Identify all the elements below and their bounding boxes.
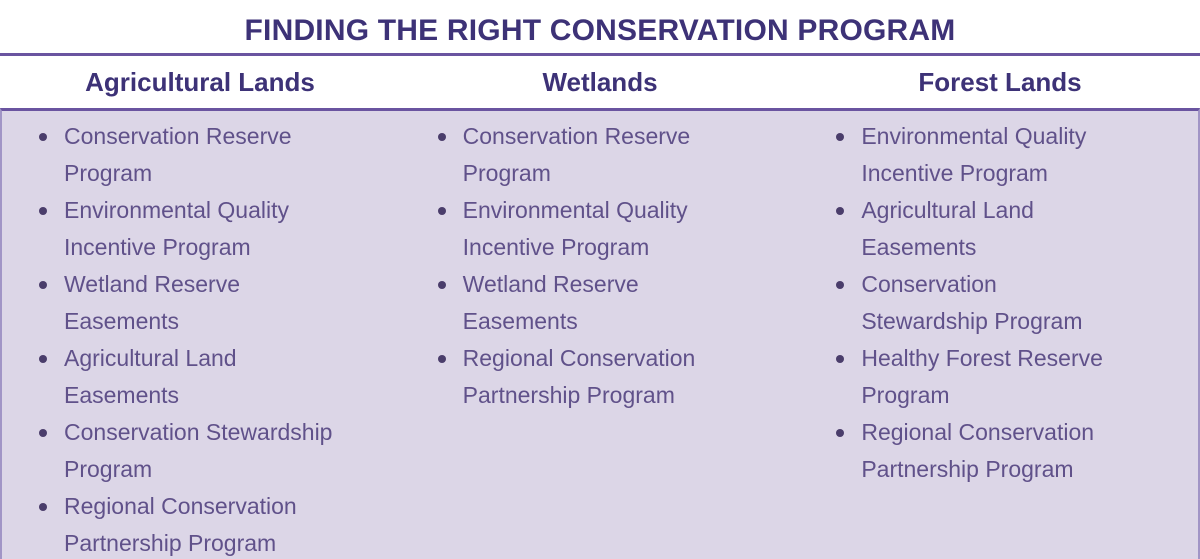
list-item: Conservation Stewardship Program [833, 266, 1190, 340]
bullet-icon [836, 207, 845, 215]
program-name: Regional Conservation Partnership Progra… [64, 493, 297, 556]
program-name: Conservation Stewardship Program [861, 271, 1083, 334]
agricultural-lands-list: Conservation Reserve Program Environmenta… [2, 118, 401, 559]
list-item: Agricultural Land Easements [833, 192, 1190, 266]
page-title: FINDING THE RIGHT CONSERVATION PROGRAM [244, 14, 956, 47]
program-name: Regional Conservation Partnership Progra… [462, 345, 696, 408]
list-item: Regional Conservation Partnership Progra… [435, 340, 792, 414]
column-header-agricultural-lands: Agricultural Lands [85, 66, 315, 97]
bullet-icon [836, 429, 845, 437]
program-name: Environmental Quality Incentive Program [64, 197, 289, 260]
bullet-icon [437, 281, 446, 289]
column-header-forest-lands: Forest Lands [918, 66, 1082, 97]
program-name: Environmental Quality Incentive Program [861, 123, 1087, 186]
program-name: Environmental Quality Incentive Program [462, 197, 688, 260]
list-item: Regional Conservation Partnership Progra… [36, 488, 393, 559]
bullet-icon [437, 133, 446, 141]
list-item: Regional Conservation Partnership Progra… [833, 414, 1190, 488]
list-item: Agricultural Land Easements [36, 340, 393, 414]
bullet-icon [39, 207, 47, 215]
program-lists: Conservation Reserve Program Environmenta… [0, 108, 1200, 559]
program-name: Regional Conservation Partnership Progra… [861, 419, 1095, 482]
program-name: Conservation Reserve Program [462, 123, 691, 186]
bullet-icon [836, 355, 845, 363]
list-item: Wetland Reserve Easements [435, 266, 792, 340]
bullet-icon [39, 355, 47, 363]
title-divider [0, 53, 1200, 56]
bullet-icon [836, 281, 845, 289]
list-item: Environmental Quality Incentive Program [36, 192, 393, 266]
column-headers: Agricultural Lands Wetlands Forest Lands [0, 56, 1200, 108]
list-item: Conservation Reserve Program [435, 118, 792, 192]
list-item: Environmental Quality Incentive Program [435, 192, 792, 266]
column-header-wetlands: Wetlands [542, 66, 658, 97]
program-name: Agricultural Land Easements [64, 345, 237, 408]
bullet-icon [437, 355, 446, 363]
program-name: Conservation Reserve Program [64, 123, 292, 186]
program-name: Conservation Stewardship Program [64, 419, 333, 482]
program-name: Healthy Forest Reserve Program [861, 345, 1103, 408]
program-name: Agricultural Land Easements [861, 197, 1034, 260]
list-item: Healthy Forest Reserve Program [833, 340, 1190, 414]
program-name: Wetland Reserve Easements [462, 271, 639, 334]
bullet-icon [39, 281, 47, 289]
list-item: Conservation Reserve Program [36, 118, 393, 192]
bullet-icon [39, 133, 47, 141]
list-item: Environmental Quality Incentive Program [833, 118, 1190, 192]
list-item: Conservation Stewardship Program [36, 414, 393, 488]
list-item: Wetland Reserve Easements [36, 266, 393, 340]
bullet-icon [836, 133, 845, 141]
bullet-icon [39, 429, 47, 437]
wetlands-list: Conservation Reserve Program Environmenta… [401, 118, 800, 559]
forest-lands-list: Environmental Quality Incentive Program A… [799, 118, 1198, 559]
program-name: Wetland Reserve Easements [64, 271, 240, 334]
bullet-icon [39, 503, 47, 511]
bullet-icon [437, 207, 446, 215]
